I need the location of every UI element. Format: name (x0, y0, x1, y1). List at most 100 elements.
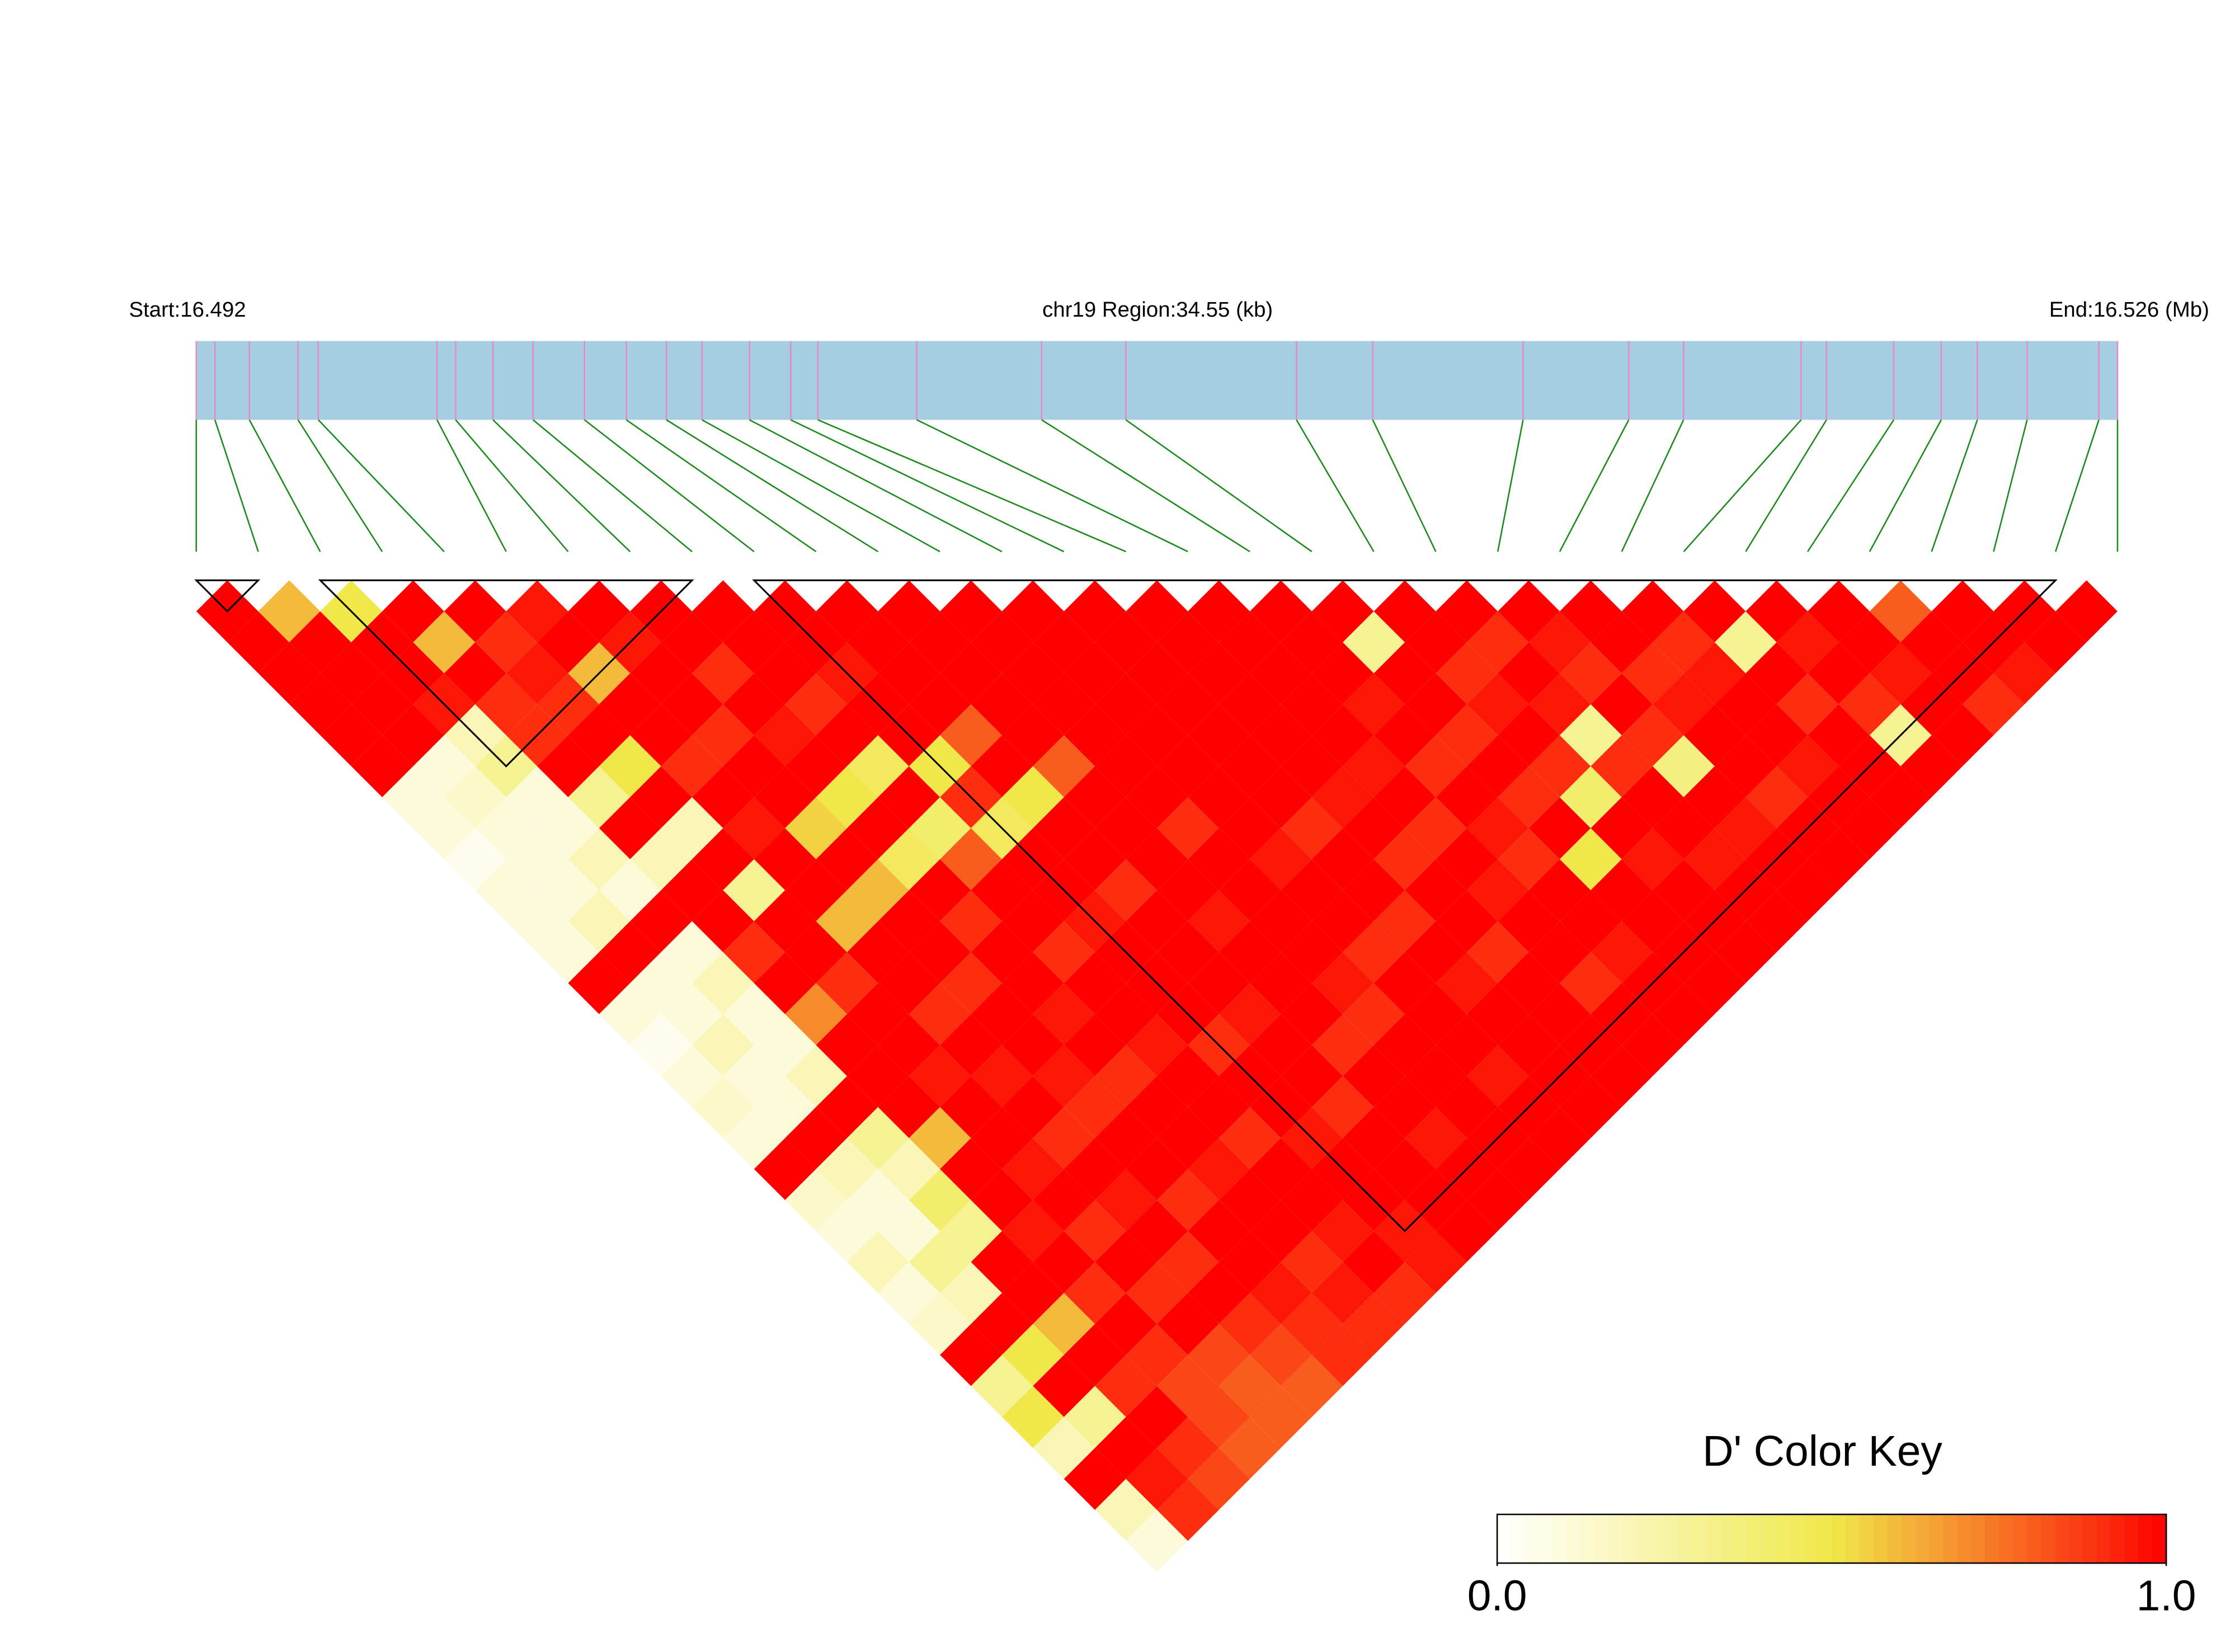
ld-cell (1869, 766, 1932, 829)
ld-cell (878, 828, 940, 891)
ld-cell (1436, 766, 1498, 829)
ld-cell (1064, 580, 1126, 643)
ld-cell (1311, 642, 1374, 704)
ld-cell (909, 921, 971, 983)
ld-cell (723, 673, 785, 736)
color-key-step (1957, 1514, 1972, 1564)
ld-cell (1714, 797, 1777, 859)
ld-cell (537, 921, 599, 983)
ld-cell (878, 766, 940, 829)
ld-cell (909, 797, 971, 859)
ld-cell (506, 890, 568, 952)
ld-cell (1095, 983, 1157, 1046)
snp-link (1497, 420, 1524, 552)
ld-cell (1095, 1293, 1157, 1356)
ld-cell (1869, 580, 1932, 643)
ld-cell (289, 673, 351, 736)
ld-cell (1466, 673, 1529, 736)
ld-cell (1095, 1355, 1157, 1417)
ld-cell (1095, 1231, 1157, 1293)
snp-link (436, 419, 507, 552)
color-key-step (1804, 1514, 1819, 1564)
ld-cell (1405, 673, 1467, 736)
ld-cell (1653, 735, 1715, 798)
ld-cell (909, 1107, 971, 1169)
snp-link (533, 419, 693, 553)
ld-cell (1838, 673, 1901, 736)
snp-link (1372, 419, 1437, 552)
snp-link (666, 419, 879, 553)
snp-link (584, 419, 755, 553)
ld-cell (878, 1138, 940, 1201)
color-key-step (1762, 1514, 1777, 1564)
snp-link (790, 419, 1065, 553)
color-key-step (1776, 1514, 1791, 1564)
ld-cell (506, 766, 568, 829)
ld-cell (1343, 983, 1405, 1046)
color-key-step (1929, 1514, 1944, 1564)
ld-cell (1343, 1293, 1405, 1356)
snp-link (1621, 419, 1685, 552)
ld-cell (1745, 580, 1808, 643)
ld-cell (1808, 580, 1870, 643)
color-key-step (1608, 1514, 1624, 1564)
ld-cell (537, 797, 599, 859)
ld-cell (909, 611, 971, 674)
ld-cell (630, 642, 693, 704)
ld-cell (1436, 1076, 1498, 1138)
color-key-step (1971, 1514, 1986, 1564)
ld-cell (1466, 611, 1529, 674)
snp-link (1869, 419, 1942, 552)
ld-cell (1281, 1293, 1343, 1356)
color-key-step (1538, 1514, 1554, 1564)
ld-cell (506, 642, 568, 704)
color-key-step (2138, 1514, 2153, 1564)
ld-cell (1869, 642, 1932, 704)
ld-cell (351, 673, 413, 736)
ld-cell (1528, 983, 1591, 1046)
color-key-step (1497, 1514, 1512, 1564)
ld-cell (320, 704, 383, 766)
ld-cell (258, 642, 321, 704)
ld-cell (1466, 797, 1529, 859)
ld-cell (1436, 580, 1498, 643)
color-key-step (1720, 1514, 1735, 1564)
ld-cell (1156, 673, 1219, 736)
ld-cell (1436, 1014, 1498, 1076)
ld-cell (1343, 673, 1405, 736)
ld-cell (1343, 859, 1405, 921)
ld-cell (1033, 1293, 1095, 1356)
ld-cell (1653, 859, 1715, 921)
ld-cell (1126, 642, 1188, 704)
ld-cell (1188, 580, 1250, 643)
color-key-step (2068, 1514, 2083, 1564)
color-key-step (1943, 1514, 1958, 1564)
color-key-step (1901, 1514, 1916, 1564)
snp-link (214, 420, 259, 552)
snp-link (318, 419, 445, 552)
snp-link (817, 419, 1127, 553)
color-key-step (1915, 1514, 1930, 1564)
ld-cell (1064, 642, 1126, 704)
ld-cell (1808, 704, 1870, 766)
ld-cell (878, 1014, 940, 1076)
start-label: Start:16.492 (129, 298, 246, 322)
ld-cell (1528, 797, 1591, 859)
color-key-step (1790, 1514, 1805, 1564)
ld-cell (1281, 673, 1343, 736)
ld-cell (1466, 1045, 1529, 1107)
color-key-step (1524, 1514, 1540, 1564)
ld-cell (1343, 797, 1405, 859)
ld-cell (1528, 859, 1591, 921)
color-key-step (2110, 1514, 2125, 1564)
ld-cell (1033, 673, 1095, 736)
ld-cell (971, 673, 1033, 736)
ld-cell (1126, 1509, 1188, 1572)
ld-cell (909, 1231, 971, 1293)
ld-cell (909, 1045, 971, 1107)
ld-cell (1838, 611, 1901, 674)
color-key-step (1678, 1514, 1693, 1564)
color-key-step (1873, 1514, 1889, 1564)
ld-cell (1528, 611, 1591, 674)
ld-cell (1436, 952, 1498, 1014)
